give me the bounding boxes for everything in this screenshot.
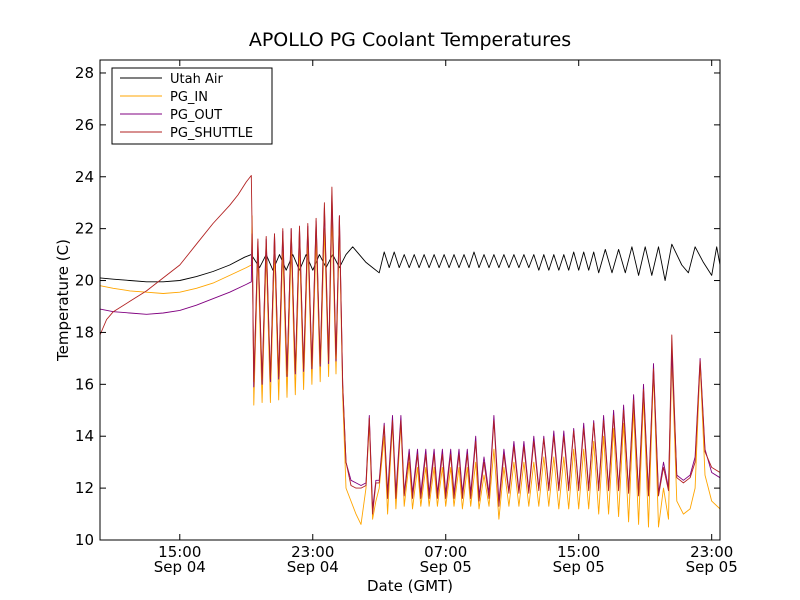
legend-label: PG_OUT xyxy=(170,108,222,123)
series-layer xyxy=(100,175,720,528)
x-tick-label-date: Sep 05 xyxy=(686,558,738,576)
y-tick-label: 14 xyxy=(75,427,94,445)
y-tick-label: 22 xyxy=(75,220,94,238)
y-tick-label: 18 xyxy=(75,323,94,341)
x-tick-label-date: Sep 04 xyxy=(287,558,339,576)
x-tick-label-date: Sep 05 xyxy=(553,558,605,576)
y-axis-label: Temperature (C) xyxy=(54,239,72,362)
legend-label: PG_SHUTTLE xyxy=(170,126,253,141)
x-axis-label: Date (GMT) xyxy=(367,577,453,595)
series-line-utah-air xyxy=(100,243,720,283)
x-tick-label-date: Sep 04 xyxy=(154,558,206,576)
x-tick-label-time: 23:00 xyxy=(291,543,334,561)
y-tick-label: 10 xyxy=(75,531,94,549)
legend-label: PG_IN xyxy=(170,90,208,105)
y-tick-label: 12 xyxy=(75,479,94,497)
legend: Utah Air PG_IN PG_OUT PG_SHUTTLE xyxy=(111,67,273,145)
x-tick-label-time: 23:00 xyxy=(690,543,733,561)
y-tick-label: 20 xyxy=(75,272,94,290)
series-line-pg-in xyxy=(100,215,720,528)
y-tick-label: 16 xyxy=(75,375,94,393)
y-tick-label: 26 xyxy=(75,116,94,134)
chart-title: APOLLO PG Coolant Temperatures xyxy=(249,29,571,51)
x-tick-label-time: 15:00 xyxy=(557,543,600,561)
legend-label: Utah Air xyxy=(170,72,223,87)
y-tick-label: 28 xyxy=(75,64,94,82)
x-tick-label-date: Sep 05 xyxy=(420,558,472,576)
plot-frame xyxy=(99,59,721,541)
y-tick-label: 24 xyxy=(75,168,94,186)
series-line-pg-shuttle xyxy=(100,175,720,515)
y-axis-ticks: 10 12 14 16 18 20 22 24 26 28 xyxy=(75,64,720,549)
x-tick-label-time: 07:00 xyxy=(424,543,467,561)
x-tick-label-time: 15:00 xyxy=(158,543,201,561)
legend-frame xyxy=(111,67,273,145)
